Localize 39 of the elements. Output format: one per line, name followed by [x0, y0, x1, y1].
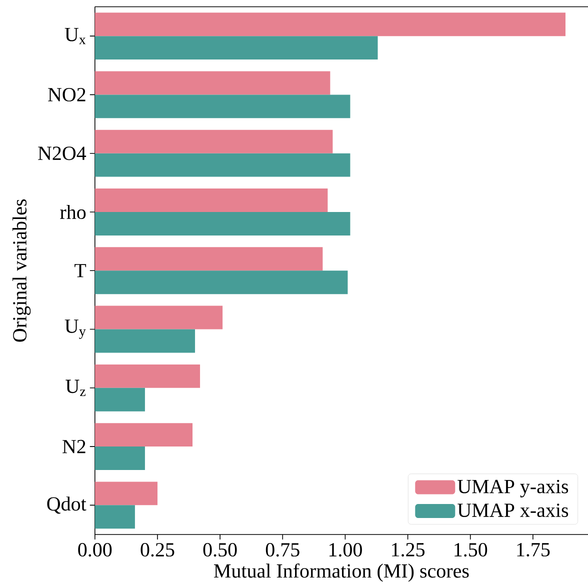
y-tick-label: U$_{z}$	[66, 380, 86, 396]
x-axis-title: Mutual Information (MI) scores	[214, 563, 469, 582]
x-tick-label: 1.50	[454, 543, 488, 557]
x-tick-label: 1.00	[329, 543, 362, 557]
bar	[94, 212, 350, 236]
x-tick-label: 0.00	[78, 543, 112, 557]
bar	[94, 247, 323, 271]
y-tick-label: U$_{y}$	[64, 320, 86, 339]
y-tick-label: U$_{x}$	[64, 28, 86, 44]
y-tick-label: N2O4	[38, 146, 86, 160]
bar	[94, 388, 145, 412]
bar	[94, 423, 193, 447]
bar	[94, 270, 348, 294]
bar	[94, 188, 328, 212]
bar	[94, 329, 196, 353]
x-tick-label: 1.75	[517, 543, 550, 557]
bar	[94, 71, 330, 95]
bar	[94, 94, 350, 118]
y-axis-title: Original variables	[12, 199, 31, 342]
y-tick-label: Qdot	[47, 496, 86, 514]
bar	[94, 36, 378, 60]
y-tick-label: NO2	[48, 88, 86, 102]
bar	[94, 306, 223, 330]
x-tick-label: 0.75	[266, 543, 300, 557]
legend-label: UMAP y-axis	[458, 480, 568, 498]
y-tick-label: rho	[60, 204, 86, 220]
bar	[94, 364, 200, 388]
bar	[94, 130, 333, 154]
x-tick-label: 0.25	[140, 543, 174, 557]
y-tick-label: N2	[62, 440, 86, 454]
bar	[94, 446, 145, 470]
bar	[94, 12, 566, 36]
x-tick-label: 1.25	[392, 543, 425, 557]
x-tick-label: 0.50	[203, 543, 237, 557]
bar	[94, 482, 158, 506]
legend-label: UMAP x-axis	[458, 504, 568, 518]
y-tick-label: T	[74, 264, 86, 278]
bar	[94, 153, 350, 177]
bar	[94, 505, 135, 529]
